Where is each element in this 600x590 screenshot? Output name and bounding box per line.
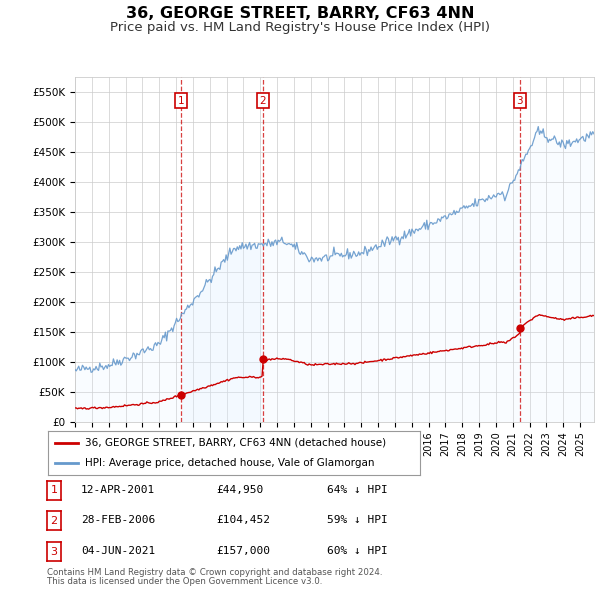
Text: 59% ↓ HPI: 59% ↓ HPI	[327, 516, 388, 525]
Text: £44,950: £44,950	[216, 485, 263, 494]
Text: 60% ↓ HPI: 60% ↓ HPI	[327, 546, 388, 556]
Text: 04-JUN-2021: 04-JUN-2021	[81, 546, 155, 556]
Text: 1: 1	[178, 96, 184, 106]
Text: £104,452: £104,452	[216, 516, 270, 525]
Text: 3: 3	[50, 546, 58, 556]
Text: 28-FEB-2006: 28-FEB-2006	[81, 516, 155, 525]
Text: £157,000: £157,000	[216, 546, 270, 556]
Text: 1: 1	[50, 485, 58, 495]
Text: Price paid vs. HM Land Registry's House Price Index (HPI): Price paid vs. HM Land Registry's House …	[110, 21, 490, 34]
Text: 3: 3	[517, 96, 523, 106]
Text: 12-APR-2001: 12-APR-2001	[81, 485, 155, 494]
Text: This data is licensed under the Open Government Licence v3.0.: This data is licensed under the Open Gov…	[47, 578, 322, 586]
Text: 64% ↓ HPI: 64% ↓ HPI	[327, 485, 388, 494]
Text: 36, GEORGE STREET, BARRY, CF63 4NN (detached house): 36, GEORGE STREET, BARRY, CF63 4NN (deta…	[85, 438, 386, 448]
Text: 2: 2	[260, 96, 266, 106]
Text: 2: 2	[50, 516, 58, 526]
Text: Contains HM Land Registry data © Crown copyright and database right 2024.: Contains HM Land Registry data © Crown c…	[47, 568, 382, 577]
Text: HPI: Average price, detached house, Vale of Glamorgan: HPI: Average price, detached house, Vale…	[85, 458, 374, 468]
Text: 36, GEORGE STREET, BARRY, CF63 4NN: 36, GEORGE STREET, BARRY, CF63 4NN	[126, 6, 474, 21]
